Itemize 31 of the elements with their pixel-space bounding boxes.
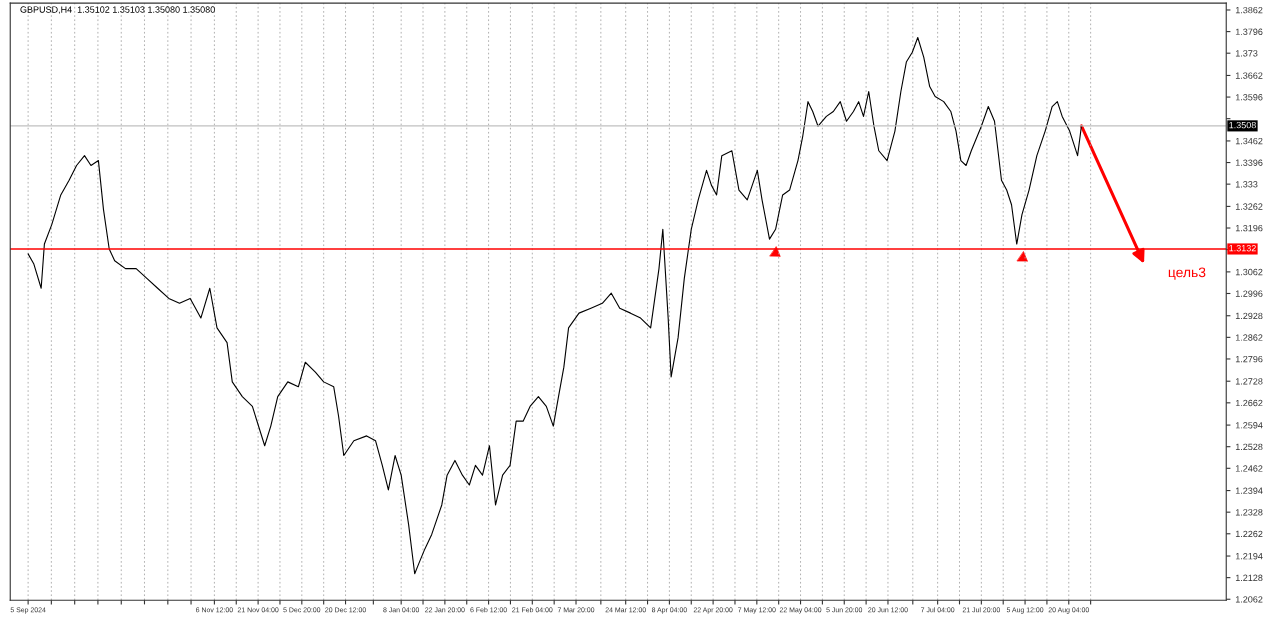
y-tick-label: 1.3862 [1235, 6, 1263, 14]
y-tick-label: 1.2796 [1235, 355, 1263, 363]
y-tick-label: 1.2528 [1235, 443, 1263, 451]
y-tick-label: 1.2662 [1235, 399, 1263, 407]
y-tick-label: 1.3662 [1235, 72, 1263, 79]
y-tick-label: 1.2128 [1235, 574, 1263, 581]
y-tick-label: 1.3396 [1235, 159, 1263, 166]
line-series [27, 36, 1082, 575]
ref-line-label: 1.3508 [1229, 121, 1256, 129]
y-tick-label: 1.2728 [1235, 378, 1263, 385]
y-tick-label: 1.3796 [1235, 28, 1263, 35]
y-tick-label: 1.3596 [1235, 94, 1263, 101]
y-tick-label: 1.2594 [1235, 422, 1263, 429]
y-tick-label: 1.2194 [1235, 553, 1263, 560]
y-tick-label: 1.3196 [1235, 224, 1263, 232]
y-tick-label: 1.2996 [1235, 290, 1263, 297]
y-tick-label: 1.2062 [1235, 596, 1263, 603]
y-tick-label: 1.2328 [1235, 509, 1263, 516]
y-tick-label: 1.3062 [1235, 268, 1263, 276]
chart-title: GBPUSD,H4 1.35102 1.35103 1.35080 1.35080 [20, 6, 215, 14]
y-tick-label: 1.2394 [1235, 487, 1263, 494]
ref-line-label: 1.3132 [1229, 244, 1256, 252]
y-tick-label: 1.3262 [1235, 203, 1263, 210]
y-tick-label: 1.2928 [1235, 312, 1263, 320]
y-tick-label: 1.3462 [1235, 137, 1263, 145]
y-tick-label: 1.333 [1235, 181, 1258, 188]
y-tick-label: 1.2862 [1235, 334, 1263, 341]
y-tick-label: 1.2262 [1235, 530, 1263, 538]
annotation: цель3 [1168, 267, 1206, 280]
y-tick-label: 1.373 [1235, 50, 1258, 57]
y-tick-label: 1.2462 [1235, 465, 1263, 472]
